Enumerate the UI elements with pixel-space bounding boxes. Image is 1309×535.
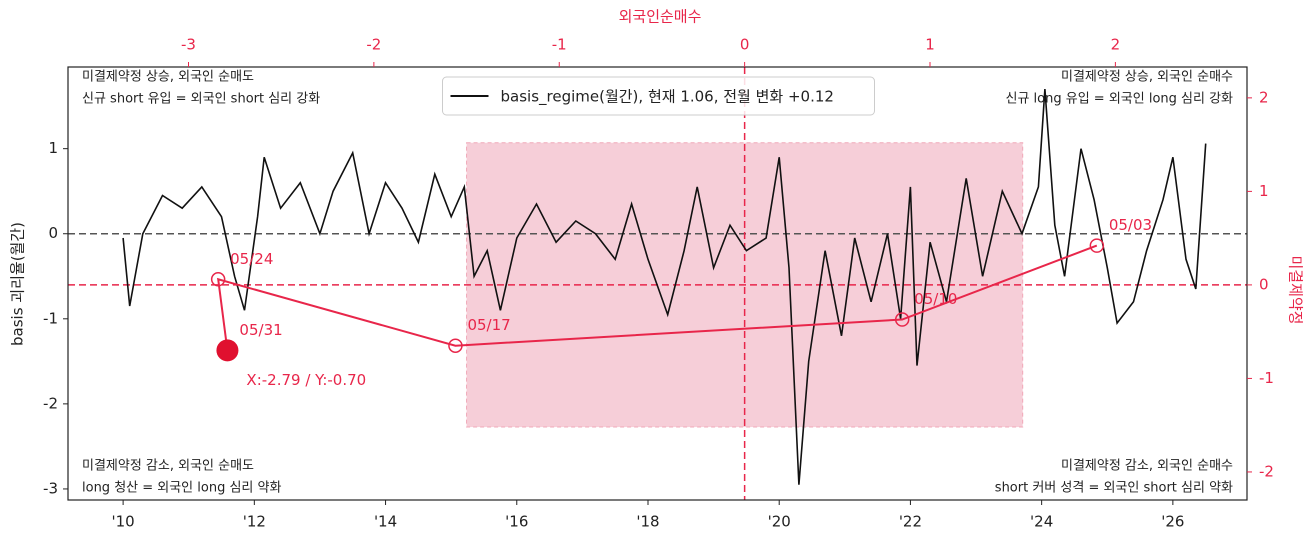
current-point — [216, 339, 239, 362]
corner-note: 미결제약정 감소, 외국인 순매도 — [82, 459, 254, 474]
y-tick-label: -3 — [43, 479, 58, 497]
series-line — [122, 89, 1207, 485]
corner-note: 미결제약정 상승, 외국인 순매도 — [82, 70, 254, 85]
trajectory-line — [217, 244, 1098, 351]
corner-note: 신규 long 유입 = 외국인 long 심리 강화 — [1006, 92, 1234, 107]
x2-tick-label: 0 — [740, 36, 750, 54]
point-label: 05/17 — [467, 316, 510, 334]
x-tick-label: '22 — [899, 513, 922, 531]
x2-axis-label: 외국인순매수 — [619, 8, 702, 26]
x-tick-label: '14 — [374, 513, 397, 531]
y-tick-label: -2 — [43, 394, 58, 412]
corner-note: 미결제약정 감소, 외국인 순매수 — [1061, 459, 1233, 474]
x-tick-label: '12 — [243, 513, 266, 531]
trajectory-point — [1089, 238, 1105, 253]
legend-label: basis_regime(월간), 현재 1.06, 전월 변화 +0.12 — [501, 88, 834, 107]
y2-tick-label: 2 — [1259, 88, 1269, 106]
point-label: 05/10 — [914, 290, 957, 308]
corner-note: long 청산 = 외국인 long 심리 약화 — [82, 481, 281, 496]
corner-note: short 커버 성격 = 외국인 short 심리 약화 — [995, 481, 1233, 496]
legend-box — [442, 76, 875, 116]
x2-tick-label: 1 — [925, 36, 935, 54]
trajectory-point — [894, 312, 910, 327]
x2-tick-label: 2 — [1111, 36, 1121, 54]
x-tick-label: '24 — [1030, 513, 1053, 531]
corner-note: 미결제약정 상승, 외국인 순매수 — [1061, 70, 1233, 85]
x2-tick-label: -1 — [552, 36, 567, 54]
y2-tick-label: -2 — [1259, 462, 1274, 480]
y2-tick-label: 0 — [1259, 275, 1269, 293]
point-label: 05/03 — [1109, 216, 1152, 234]
y2-axis-label: 미결제약정 — [1287, 255, 1305, 324]
point-label: 05/24 — [230, 250, 273, 268]
y2-tick-label: -1 — [1259, 369, 1274, 387]
x-tick-label: '18 — [636, 513, 659, 531]
y-tick-label: 1 — [48, 139, 58, 157]
x2-tick-label: -2 — [366, 36, 381, 54]
y-tick-label: -1 — [43, 309, 58, 327]
x-tick-label: '20 — [768, 513, 791, 531]
point-label: 05/31 — [239, 321, 282, 339]
plot-frame — [67, 66, 1248, 501]
y-tick-label: 0 — [48, 224, 58, 242]
point-annotation: X:-2.79 / Y:-0.70 — [246, 371, 366, 389]
trajectory-point — [448, 338, 463, 353]
x2-tick-label: -3 — [181, 36, 196, 54]
x-tick-label: '16 — [505, 513, 528, 531]
corner-note: 신규 short 유입 = 외국인 short 심리 강화 — [82, 92, 320, 107]
y2-tick-label: 1 — [1259, 182, 1269, 200]
trajectory-point — [210, 272, 226, 287]
y-axis-label: basis 괴리율(월간) — [9, 222, 27, 346]
x-tick-label: '10 — [112, 513, 135, 531]
x-tick-label: '26 — [1161, 513, 1184, 531]
